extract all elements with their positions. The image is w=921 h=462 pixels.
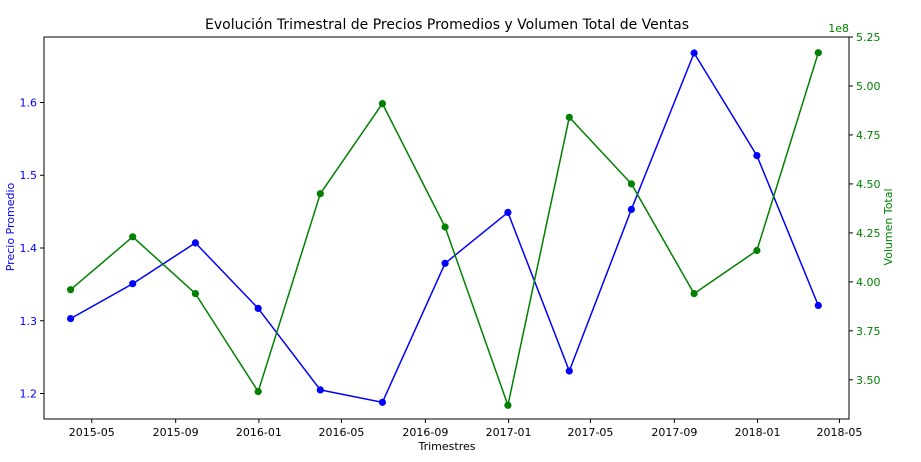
y-left-tick-label: 1.4: [20, 242, 38, 255]
y-left-tick-label: 1.2: [20, 388, 38, 401]
series-1-point: [316, 386, 324, 394]
y-right-tick-label: 3.75: [856, 325, 881, 338]
x-tick-label: 2017-05: [567, 426, 613, 439]
series-1-point: [254, 304, 262, 312]
series-1-point: [690, 49, 698, 57]
y-right-tick-label: 3.50: [856, 374, 881, 387]
chart-title: Evolución Trimestral de Precios Promedio…: [205, 17, 689, 33]
series-2-group: [67, 49, 822, 409]
y-right-tick-label: 5.25: [856, 31, 881, 44]
y-right-tick-label: 4.00: [856, 276, 881, 289]
series-1-point: [504, 208, 512, 216]
y-right-tick-label: 4.75: [856, 129, 881, 142]
series-2-point: [316, 190, 324, 198]
series-2-point: [67, 286, 75, 294]
series-1-point: [627, 205, 636, 213]
series-2-point: [441, 223, 449, 231]
series-1-point: [814, 301, 822, 310]
series-2-point: [378, 100, 386, 108]
x-axis-label: Trimestres: [418, 440, 476, 453]
x-tick-label: 2016-09: [402, 426, 448, 439]
x-tick-label: 2017-09: [651, 426, 697, 439]
y-right-axis-label: Volumen Total: [882, 188, 895, 265]
series-2-point: [191, 290, 199, 298]
y-right-tick-label: 4.50: [856, 178, 881, 191]
series-2-point: [504, 401, 512, 409]
x-tick-label: 2015-05: [69, 426, 115, 439]
series-2-point: [254, 388, 262, 396]
x-tick-label: 2015-09: [153, 426, 199, 439]
series-1-point: [191, 239, 199, 247]
x-tick-label: 2017-01: [486, 426, 532, 439]
y-left-tick-label: 1.6: [20, 96, 38, 109]
plot-area: 2015-05 2015-09 2016-01 2016-05 2016-09 2017-…: [20, 31, 881, 439]
y-right-tick-label: 5.00: [856, 80, 881, 93]
x-tick-label: 2016-01: [236, 426, 282, 439]
x-tick-label: 2018-05: [816, 426, 862, 439]
series-2-point: [690, 290, 698, 298]
series-2-point: [627, 180, 636, 188]
x-tick-label: 2016-05: [318, 426, 364, 439]
y-right-offset-text: 1e8: [828, 22, 849, 35]
series-1-point: [67, 315, 75, 323]
y-left-tick-label: 1.3: [20, 315, 38, 328]
y-left-tick-label: 1.5: [20, 169, 38, 182]
series-1-point: [441, 259, 449, 267]
series-1-point: [378, 398, 386, 406]
series-1-point: [753, 152, 761, 160]
series-2-point: [753, 246, 761, 255]
series-2-point: [814, 49, 822, 57]
series-2-point: [129, 233, 137, 241]
series-1-group: [67, 49, 822, 406]
series-1-point: [129, 280, 137, 288]
plot-frame: [43, 36, 850, 420]
y-left-axis-label: Precio Promedio: [4, 182, 17, 271]
series-2-point: [565, 113, 573, 121]
x-tick-label: 2018-01: [735, 426, 781, 439]
series-1-point: [565, 367, 573, 375]
y-right-tick-label: 4.25: [856, 227, 881, 240]
